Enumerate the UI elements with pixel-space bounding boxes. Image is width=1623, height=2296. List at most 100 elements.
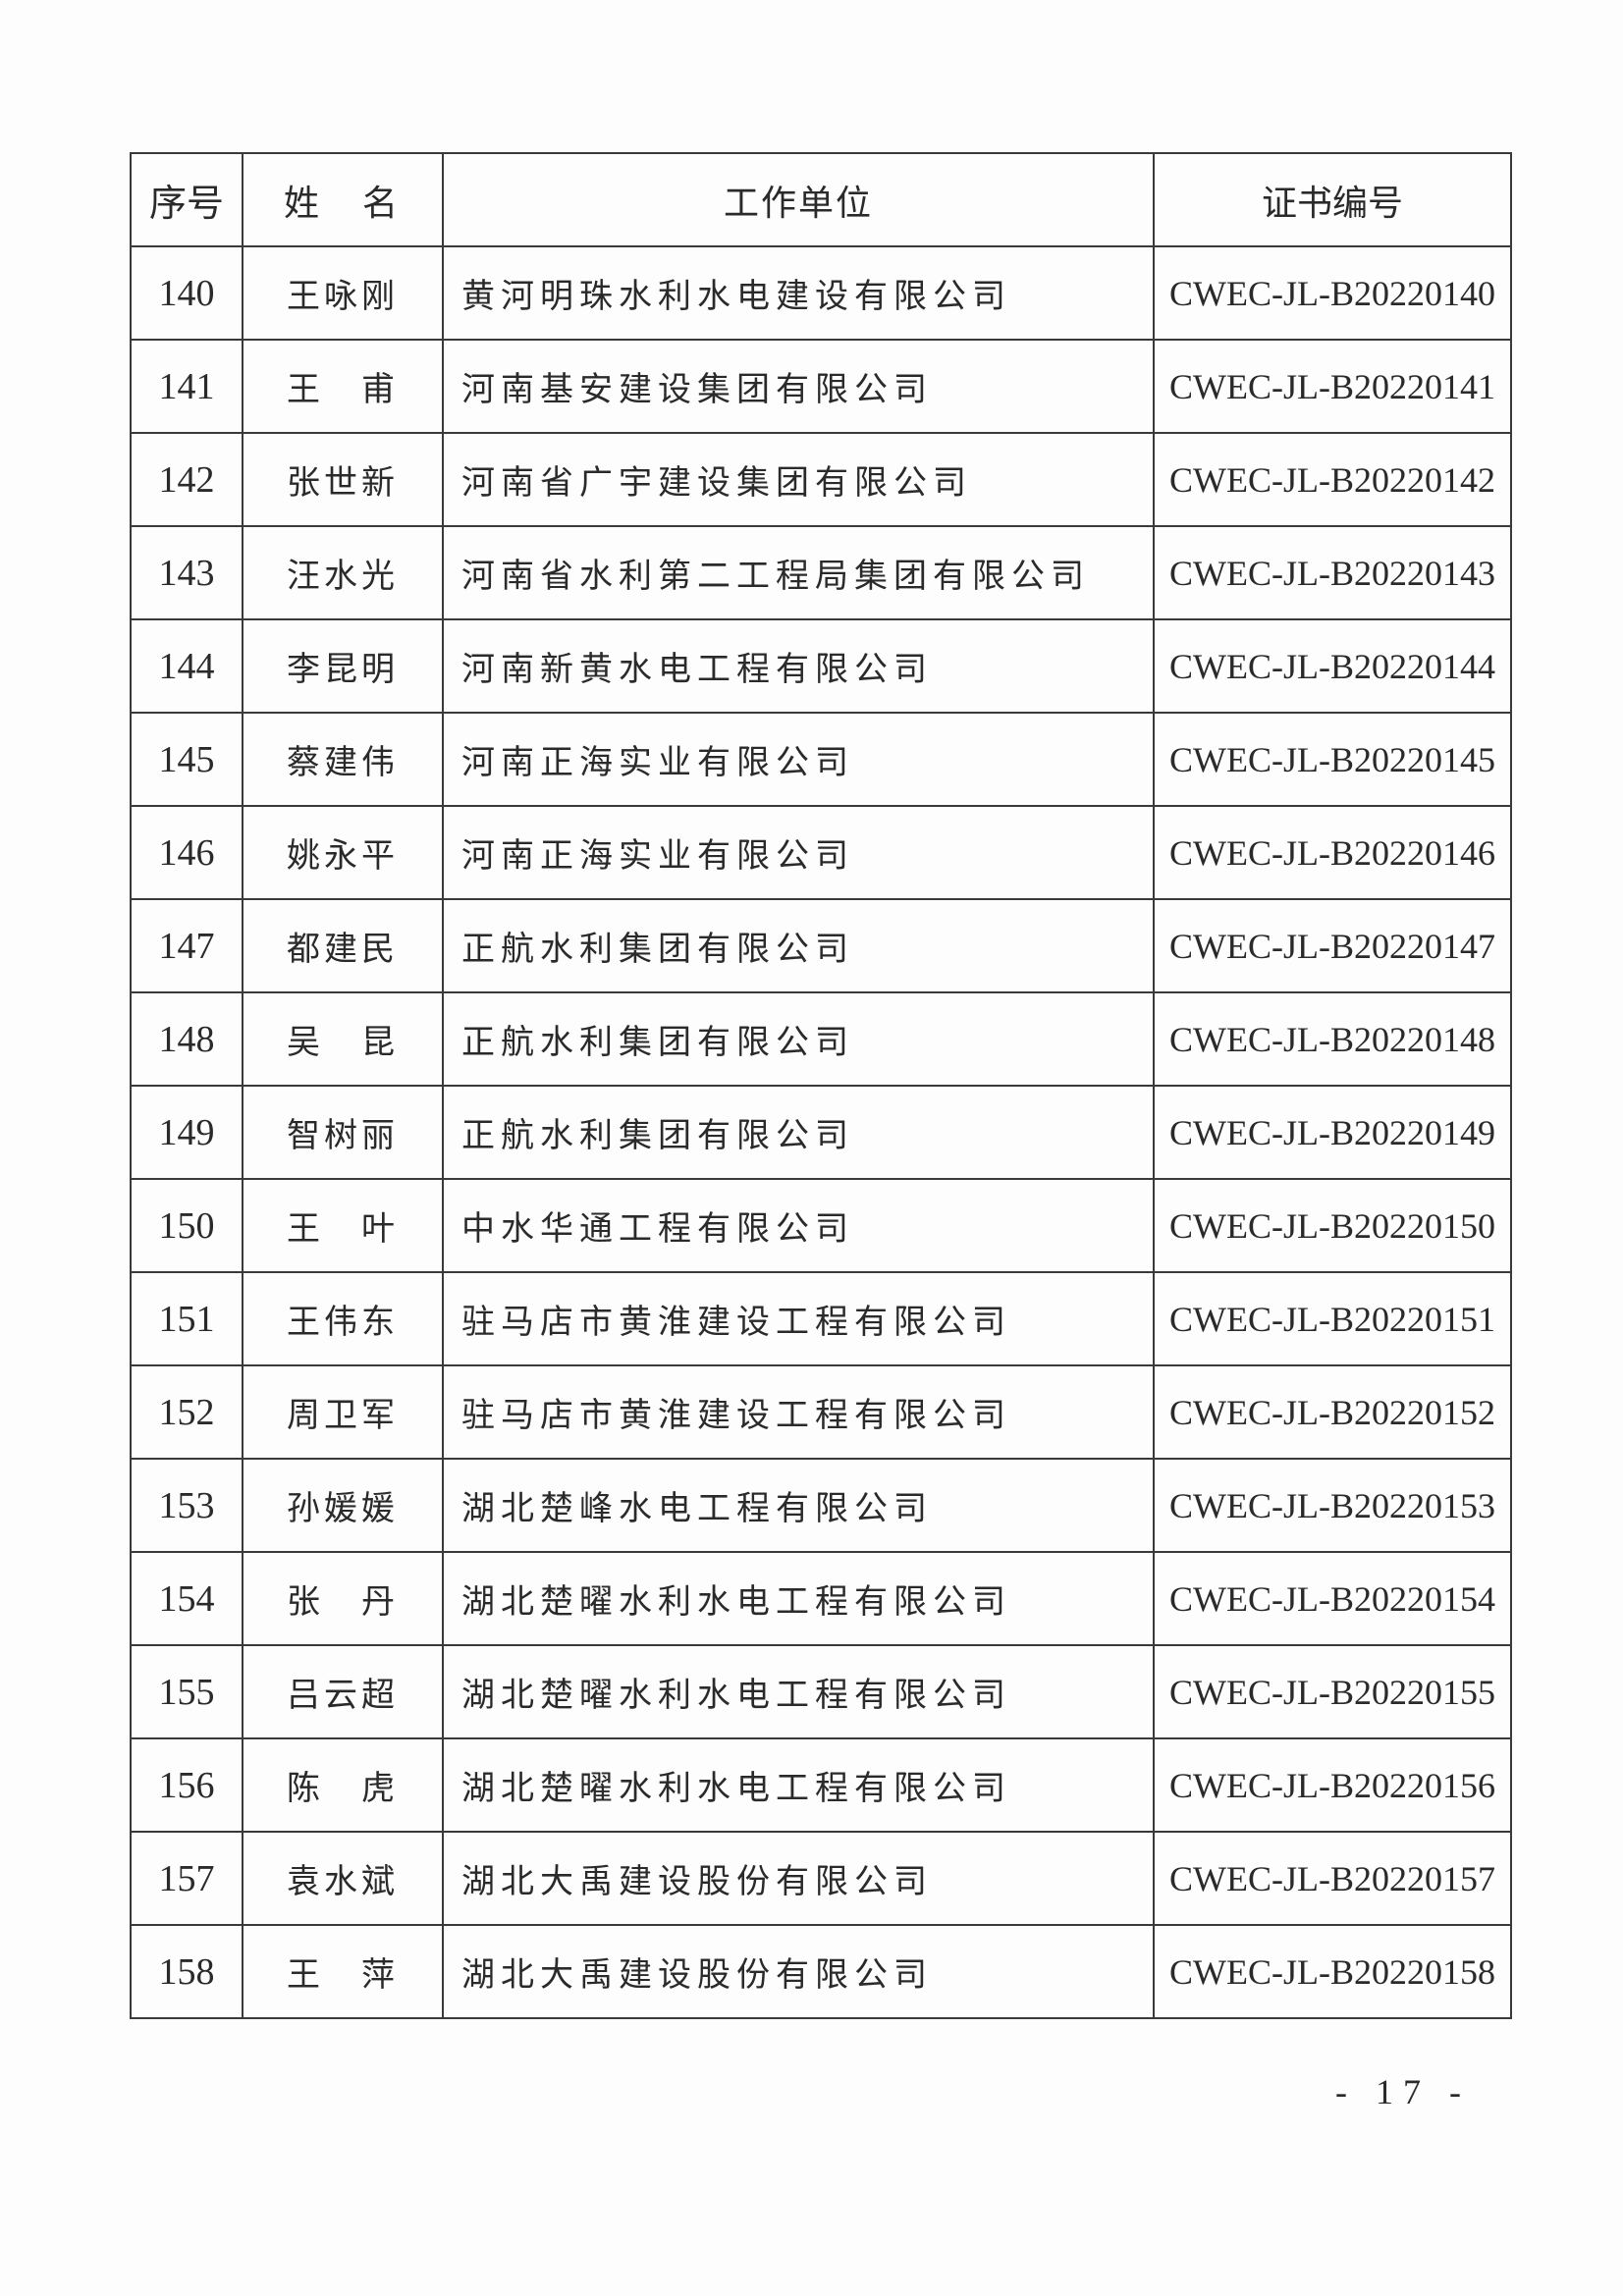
cell-certificate-number: CWEC-JL-B20220145 (1153, 712, 1512, 807)
cell-certificate-number: CWEC-JL-B20220140 (1153, 245, 1512, 341)
cell-work-unit: 河南基安建设集团有限公司 (442, 339, 1155, 434)
cell-certificate-number: CWEC-JL-B20220152 (1153, 1364, 1512, 1460)
cell-name: 李昆明 (242, 618, 444, 714)
cell-name: 王咏刚 (242, 245, 444, 341)
cell-serial-number: 158 (130, 1924, 243, 2019)
cell-work-unit: 湖北大禹建设股份有限公司 (442, 1924, 1155, 2019)
cell-serial-number: 152 (130, 1364, 243, 1460)
cell-certificate-number: CWEC-JL-B20220153 (1153, 1458, 1512, 1553)
table-row: 146 姚永平 河南正海实业有限公司 CWEC-JL-B20220146 (130, 805, 1512, 900)
cell-certificate-number: CWEC-JL-B20220158 (1153, 1924, 1512, 2019)
certificate-table: 序号 姓 名 工作单位 证书编号 140 王咏刚 黄河明珠水利水电建设有限公司 CWE… (130, 152, 1512, 2019)
table-row: 143 汪水光 河南省水利第二工程局集团有限公司 CWEC-JL-B20220143 (130, 525, 1512, 620)
cell-work-unit: 湖北楚曜水利水电工程有限公司 (442, 1644, 1155, 1739)
cell-work-unit: 正航水利集团有限公司 (442, 898, 1155, 993)
cell-serial-number: 148 (130, 991, 243, 1087)
cell-serial-number: 155 (130, 1644, 243, 1739)
cell-work-unit: 驻马店市黄淮建设工程有限公司 (442, 1271, 1155, 1366)
cell-work-unit: 湖北大禹建设股份有限公司 (442, 1831, 1155, 1926)
table-row: 158 王 萍湖北大禹建设股份有限公司 CWEC-JL-B20220158 (130, 1924, 1512, 2019)
cell-name: 王伟东 (242, 1271, 444, 1366)
cell-name: 吴 昆 (242, 991, 444, 1087)
cell-work-unit: 驻马店市黄淮建设工程有限公司 (442, 1364, 1155, 1460)
cell-certificate-number: CWEC-JL-B20220157 (1153, 1831, 1512, 1926)
header-certificate-number: 证书编号 (1153, 152, 1512, 247)
cell-name: 张世新 (242, 432, 444, 527)
page-number: - 17 - (1335, 2072, 1471, 2111)
cell-certificate-number: CWEC-JL-B20220154 (1153, 1551, 1512, 1646)
table-row: 149 智树丽 正航水利集团有限公司 CWEC-JL-B20220149 (130, 1085, 1512, 1180)
cell-name: 周卫军 (242, 1364, 444, 1460)
cell-name: 王 叶 (242, 1178, 444, 1273)
cell-name: 都建民 (242, 898, 444, 993)
header-serial-number: 序号 (130, 152, 243, 247)
cell-serial-number: 145 (130, 712, 243, 807)
cell-name: 王 甫 (242, 339, 444, 434)
table-row: 153 孙媛媛 湖北楚峰水电工程有限公司 CWEC-JL-B20220153 (130, 1458, 1512, 1553)
cell-certificate-number: CWEC-JL-B20220146 (1153, 805, 1512, 900)
cell-serial-number: 141 (130, 339, 243, 434)
cell-serial-number: 146 (130, 805, 243, 900)
cell-serial-number: 142 (130, 432, 243, 527)
cell-name: 孙媛媛 (242, 1458, 444, 1553)
cell-serial-number: 140 (130, 245, 243, 341)
cell-work-unit: 湖北楚曜水利水电工程有限公司 (442, 1737, 1155, 1833)
table-row: 154 张 丹湖北楚曜水利水电工程有限公司 CWEC-JL-B20220154 (130, 1551, 1512, 1646)
cell-work-unit: 湖北楚峰水电工程有限公司 (442, 1458, 1155, 1553)
table-row: 155 吕云超 湖北楚曜水利水电工程有限公司 CWEC-JL-B20220155 (130, 1644, 1512, 1739)
cell-certificate-number: CWEC-JL-B20220147 (1153, 898, 1512, 993)
cell-name: 王 萍 (242, 1924, 444, 2019)
cell-work-unit: 湖北楚曜水利水电工程有限公司 (442, 1551, 1155, 1646)
cell-name: 陈 虎 (242, 1737, 444, 1833)
cell-certificate-number: CWEC-JL-B20220148 (1153, 991, 1512, 1087)
cell-name: 姚永平 (242, 805, 444, 900)
cell-serial-number: 149 (130, 1085, 243, 1180)
cell-certificate-number: CWEC-JL-B20220149 (1153, 1085, 1512, 1180)
table-row: 147 都建民 正航水利集团有限公司 CWEC-JL-B20220147 (130, 898, 1512, 993)
cell-certificate-number: CWEC-JL-B20220141 (1153, 339, 1512, 434)
cell-work-unit: 河南正海实业有限公司 (442, 805, 1155, 900)
cell-name: 汪水光 (242, 525, 444, 620)
table-row: 140 王咏刚 黄河明珠水利水电建设有限公司 CWEC-JL-B20220140 (130, 245, 1512, 341)
cell-certificate-number: CWEC-JL-B20220156 (1153, 1737, 1512, 1833)
table-row: 156 陈 虎湖北楚曜水利水电工程有限公司 CWEC-JL-B20220156 (130, 1737, 1512, 1833)
table-row: 150 王 叶中水华通工程有限公司 CWEC-JL-B20220150 (130, 1178, 1512, 1273)
cell-work-unit: 河南省广宇建设集团有限公司 (442, 432, 1155, 527)
cell-certificate-number: CWEC-JL-B20220144 (1153, 618, 1512, 714)
table-row: 152 周卫军 驻马店市黄淮建设工程有限公司 CWEC-JL-B20220152 (130, 1364, 1512, 1460)
table-row: 151 王伟东 驻马店市黄淮建设工程有限公司 CWEC-JL-B20220151 (130, 1271, 1512, 1366)
cell-work-unit: 正航水利集团有限公司 (442, 991, 1155, 1087)
cell-work-unit: 正航水利集团有限公司 (442, 1085, 1155, 1180)
cell-work-unit: 河南新黄水电工程有限公司 (442, 618, 1155, 714)
header-work-unit: 工作单位 (442, 152, 1155, 247)
table-row: 148 吴 昆正航水利集团有限公司 CWEC-JL-B20220148 (130, 991, 1512, 1087)
cell-work-unit: 黄河明珠水利水电建设有限公司 (442, 245, 1155, 341)
cell-serial-number: 154 (130, 1551, 243, 1646)
cell-name: 智树丽 (242, 1085, 444, 1180)
cell-serial-number: 156 (130, 1737, 243, 1833)
table-row: 144 李昆明 河南新黄水电工程有限公司 CWEC-JL-B20220144 (130, 618, 1512, 714)
cell-certificate-number: CWEC-JL-B20220142 (1153, 432, 1512, 527)
cell-serial-number: 157 (130, 1831, 243, 1926)
cell-serial-number: 150 (130, 1178, 243, 1273)
cell-work-unit: 中水华通工程有限公司 (442, 1178, 1155, 1273)
cell-serial-number: 153 (130, 1458, 243, 1553)
cell-serial-number: 144 (130, 618, 243, 714)
header-name: 姓 名 (242, 152, 444, 247)
table-row: 142 张世新 河南省广宇建设集团有限公司 CWEC-JL-B20220142 (130, 432, 1512, 527)
table-row: 145 蔡建伟 河南正海实业有限公司 CWEC-JL-B20220145 (130, 712, 1512, 807)
cell-name: 袁水斌 (242, 1831, 444, 1926)
cell-work-unit: 河南正海实业有限公司 (442, 712, 1155, 807)
table-header-row: 序号 姓 名 工作单位 证书编号 (130, 152, 1512, 247)
cell-name: 张 丹 (242, 1551, 444, 1646)
cell-certificate-number: CWEC-JL-B20220155 (1153, 1644, 1512, 1739)
cell-serial-number: 147 (130, 898, 243, 993)
cell-certificate-number: CWEC-JL-B20220151 (1153, 1271, 1512, 1366)
cell-serial-number: 143 (130, 525, 243, 620)
cell-work-unit: 河南省水利第二工程局集团有限公司 (442, 525, 1155, 620)
cell-name: 蔡建伟 (242, 712, 444, 807)
cell-certificate-number: CWEC-JL-B20220143 (1153, 525, 1512, 620)
cell-certificate-number: CWEC-JL-B20220150 (1153, 1178, 1512, 1273)
table-row: 157 袁水斌 湖北大禹建设股份有限公司 CWEC-JL-B20220157 (130, 1831, 1512, 1926)
